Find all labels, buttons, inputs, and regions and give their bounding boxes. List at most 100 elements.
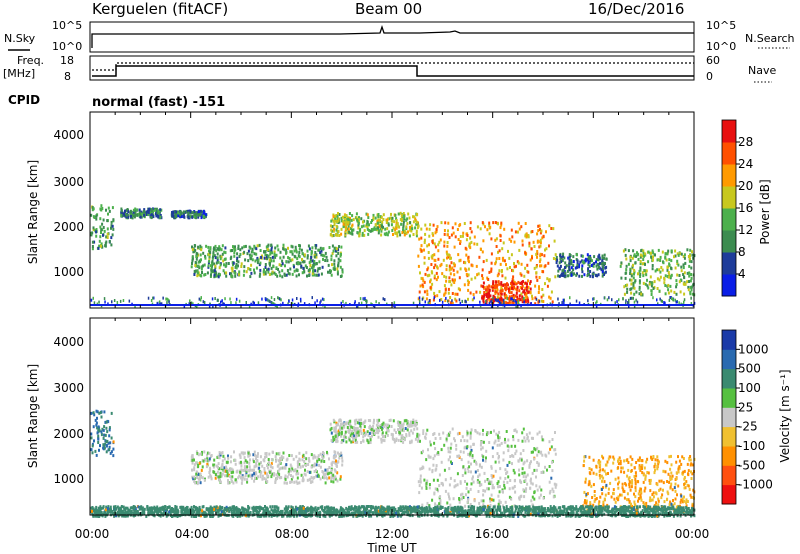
power-cell <box>100 204 103 208</box>
velocity-cell <box>651 498 654 502</box>
velocity-cell <box>193 458 195 462</box>
velocity-cell <box>544 453 547 457</box>
power-cell <box>448 264 451 268</box>
power-cell <box>526 282 528 286</box>
power-cell <box>675 292 678 296</box>
power-cell <box>331 244 334 248</box>
power-cell <box>320 253 323 257</box>
power-cell <box>197 210 200 214</box>
power-cell <box>382 225 384 229</box>
power-cell <box>340 216 343 220</box>
power-cell <box>673 290 676 294</box>
power-cell <box>313 260 316 263</box>
power-cell <box>637 257 640 261</box>
velocity-cell <box>363 420 366 424</box>
power-cell <box>298 247 301 251</box>
power-cell <box>312 265 315 269</box>
velocity-cell <box>107 441 110 445</box>
velocity-cell <box>99 411 102 414</box>
power-cell <box>156 211 159 215</box>
velocity-cell <box>642 480 645 484</box>
velocity-cell <box>630 463 633 467</box>
power-cell <box>107 206 110 210</box>
power-cell <box>311 296 313 300</box>
power-cell <box>453 281 456 284</box>
power-cell <box>519 281 522 285</box>
velocity-cell <box>688 458 691 462</box>
power-cell <box>159 208 162 212</box>
power-cell <box>682 263 685 267</box>
velocity-cell <box>290 480 293 484</box>
power-cell <box>485 300 487 304</box>
velocity-cell <box>635 461 638 464</box>
velocity-cell <box>633 475 636 478</box>
power-cell <box>614 301 616 305</box>
velocity-cell <box>528 464 531 468</box>
velocity-cell <box>387 426 389 430</box>
velocity-cell <box>90 411 93 415</box>
velocity-cell <box>265 478 268 482</box>
velocity-cell <box>667 472 670 476</box>
velocity-cell <box>246 480 249 484</box>
power-cell <box>200 258 202 262</box>
velocity-cell <box>669 476 672 480</box>
power-cell <box>687 285 690 289</box>
power-cell <box>650 251 652 255</box>
power-cell <box>625 257 628 261</box>
power-cell <box>353 302 356 306</box>
power-cell <box>233 254 236 258</box>
velocity-cell <box>595 464 598 468</box>
power-cell <box>220 300 222 304</box>
velocity-cell <box>447 446 450 450</box>
power-cell <box>629 255 632 259</box>
velocity-cell <box>589 503 592 507</box>
power-cell <box>620 276 623 280</box>
velocity-cell <box>523 460 526 464</box>
power-cell <box>241 246 244 250</box>
velocity-cell <box>287 470 290 474</box>
power-cell <box>632 285 635 288</box>
velocity-cell <box>243 477 246 481</box>
power-cell <box>250 254 253 258</box>
power-cell <box>303 260 306 264</box>
power-cell <box>274 246 277 250</box>
power-cell <box>259 249 262 252</box>
power-cell <box>563 301 565 305</box>
velocity-cell <box>668 455 671 459</box>
velocity-cell <box>602 503 605 507</box>
power-cell <box>191 215 194 219</box>
velocity-cell <box>356 431 359 435</box>
power-cell <box>314 301 316 305</box>
velocity-cell <box>633 466 636 470</box>
power-cell <box>510 253 513 257</box>
velocity-cell <box>652 495 655 499</box>
power-cell <box>518 294 521 298</box>
velocity-cell <box>603 469 606 473</box>
power-cell <box>689 285 692 289</box>
power-cell <box>329 224 332 228</box>
power-cell <box>689 248 692 252</box>
velocity-cell <box>461 492 464 496</box>
velocity-cell <box>234 458 237 462</box>
velocity-cell <box>363 425 366 429</box>
velocity-cell <box>380 437 383 441</box>
power-cell <box>335 224 338 228</box>
power-cell <box>581 260 584 264</box>
power-cell <box>504 286 506 290</box>
power-cell <box>605 257 608 261</box>
velocity-cell <box>418 484 421 488</box>
velocity-cell <box>239 470 242 474</box>
power-cell <box>92 228 95 231</box>
velocity-cell <box>533 490 536 494</box>
power-cell <box>95 214 98 218</box>
power-cell <box>331 225 334 229</box>
power-cell <box>531 297 534 301</box>
velocity-cell <box>248 465 251 469</box>
velocity-cell <box>351 429 354 433</box>
power-cell <box>631 256 634 260</box>
velocity-cell <box>501 488 504 492</box>
velocity-cell <box>109 441 112 445</box>
velocity-cell <box>359 424 362 428</box>
power-cell <box>367 216 370 219</box>
power-cell <box>405 227 408 231</box>
